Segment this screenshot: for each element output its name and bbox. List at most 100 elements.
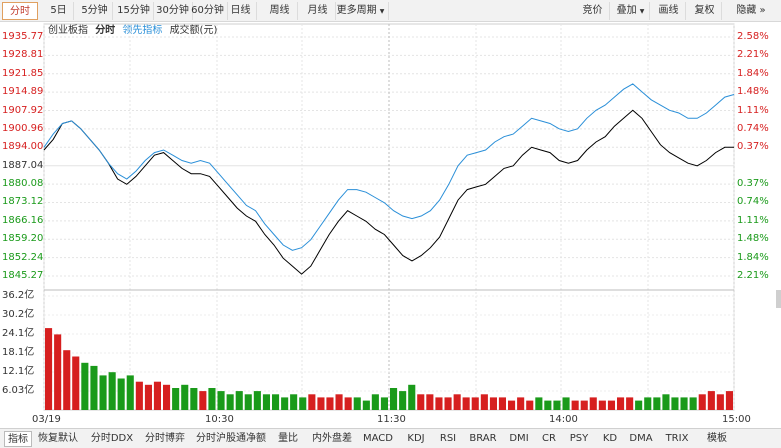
tab-psy[interactable]: PSY — [569, 433, 589, 444]
volume-tick-label: 24.1亿 — [2, 328, 35, 339]
tab-60min[interactable]: 60分钟 — [188, 2, 228, 20]
tab-brar[interactable]: BRAR — [469, 433, 497, 444]
hide-button[interactable]: 隐藏 » — [724, 2, 778, 20]
volume-bar — [290, 394, 298, 410]
percent-tick-label: 2.21% — [737, 270, 769, 281]
tab-timeshare[interactable]: 分时 — [2, 2, 38, 20]
price-tick-label: 1928.81 — [2, 49, 44, 61]
volume-bar — [526, 400, 534, 410]
tab-ddx[interactable]: 分时DDX — [90, 433, 134, 444]
percent-tick-label: 1.48% — [737, 233, 769, 245]
volume-bar — [571, 400, 579, 410]
tab-monthly[interactable]: 月线 — [300, 2, 336, 20]
percent-tick-label: 0.74% — [737, 196, 769, 208]
tab-dma[interactable]: DMA — [629, 433, 653, 444]
volume-bar — [462, 397, 470, 410]
tab-daily[interactable]: 日线 — [225, 2, 257, 20]
volume-bar — [90, 365, 98, 410]
volume-bar — [689, 397, 697, 410]
percent-tick-label: 1.48% — [737, 86, 769, 98]
percent-tick-label: 0.37% — [737, 141, 769, 153]
price-tick-label: 1894.00 — [2, 141, 44, 153]
draw-line-button[interactable]: 画线 — [652, 2, 686, 20]
volume-bar — [635, 400, 643, 410]
volume-bar — [135, 381, 143, 410]
volume-bar — [172, 388, 180, 410]
volume-bar — [235, 391, 243, 410]
volume-bar — [81, 362, 89, 410]
volume-bar — [117, 378, 125, 410]
volume-bar — [607, 400, 615, 410]
restore-rights-button[interactable]: 复权 — [688, 2, 722, 20]
volume-bar — [353, 397, 361, 410]
series-line-mid — [43, 83, 735, 251]
hide-label: 隐藏 — [736, 5, 757, 16]
volume-bar — [435, 397, 443, 410]
volume-bar — [426, 394, 434, 410]
volume-bar — [498, 397, 506, 410]
volume-bar — [153, 381, 161, 410]
price-tick-label: 1935.77 — [2, 31, 44, 42]
auction-button[interactable]: 竞价 — [576, 2, 610, 20]
tab-inner-outer[interactable]: 内外盘差 — [312, 433, 352, 444]
tab-hk-connect[interactable]: 分时沪股通净额 — [196, 433, 266, 444]
volume-bar — [63, 350, 71, 410]
tab-trix[interactable]: TRIX — [665, 433, 689, 444]
volume-tick-label: 6.03亿 — [2, 385, 35, 396]
volume-bar — [508, 400, 516, 410]
volume-bar — [199, 391, 207, 410]
double-chevron-icon: » — [759, 5, 766, 16]
tab-restore-default[interactable]: 恢复默认 — [38, 433, 78, 444]
volume-bar — [226, 394, 234, 410]
chevron-down-icon: ▼ — [639, 8, 645, 15]
tab-rsi[interactable]: RSI — [439, 433, 457, 444]
tab-kd[interactable]: KD — [602, 433, 618, 444]
price-tick-label: 1845.27 — [2, 270, 44, 281]
overlay-label: 叠加 — [616, 5, 637, 16]
tab-game[interactable]: 分时博弈 — [145, 433, 185, 444]
volume-bar — [562, 397, 570, 410]
volume-bar — [617, 397, 625, 410]
tab-15min[interactable]: 15分钟 — [114, 2, 154, 20]
time-tick-label: 11:30 — [377, 414, 406, 425]
tab-more-periods[interactable]: 更多周期 ▼ — [333, 2, 389, 20]
volume-tick-label: 18.1亿 — [2, 347, 35, 358]
tab-weekly[interactable]: 周线 — [262, 2, 298, 20]
volume-bar — [299, 397, 307, 410]
tab-kdj[interactable]: KDJ — [407, 433, 425, 444]
volume-bar — [408, 384, 416, 410]
volume-bar — [653, 397, 661, 410]
volume-bar — [644, 397, 652, 410]
volume-bar — [262, 394, 270, 410]
volume-bar — [190, 388, 198, 410]
volume-bar — [163, 384, 171, 410]
chart-grid — [43, 23, 735, 411]
tab-template[interactable]: 模板 — [707, 433, 727, 444]
percent-tick-label: 2.21% — [737, 49, 769, 61]
tab-cr[interactable]: CR — [542, 433, 556, 444]
tab-5min[interactable]: 5分钟 — [77, 2, 113, 20]
volume-bar — [680, 397, 688, 410]
leading-indicator-label[interactable]: 领先指标 — [122, 25, 163, 36]
price-tick-label: 1873.12 — [2, 196, 44, 208]
volume-bar — [453, 394, 461, 410]
volume-bar — [471, 397, 479, 410]
overlay-button[interactable]: 叠加 ▼ — [612, 2, 650, 20]
timeshare-label: 分时 — [95, 25, 116, 36]
tab-indicator[interactable]: 指标 — [4, 431, 32, 447]
volume-bar — [489, 397, 497, 410]
chevron-down-icon: ▼ — [379, 8, 385, 15]
tab-macd[interactable]: MACD — [363, 433, 393, 444]
volume-bar — [417, 394, 425, 410]
time-tick-label: 10:30 — [205, 414, 234, 425]
volume-bar — [671, 397, 679, 410]
tab-dmi[interactable]: DMI — [509, 433, 529, 444]
scrollbar-thumb[interactable] — [776, 290, 781, 308]
tab-5day[interactable]: 5日 — [44, 2, 74, 20]
tab-30min[interactable]: 30分钟 — [153, 2, 193, 20]
tab-volume-ratio[interactable]: 量比 — [278, 433, 298, 444]
volume-tick-label: 36.2亿 — [2, 290, 35, 301]
volume-bar — [535, 397, 543, 410]
volume-bar — [144, 384, 152, 410]
